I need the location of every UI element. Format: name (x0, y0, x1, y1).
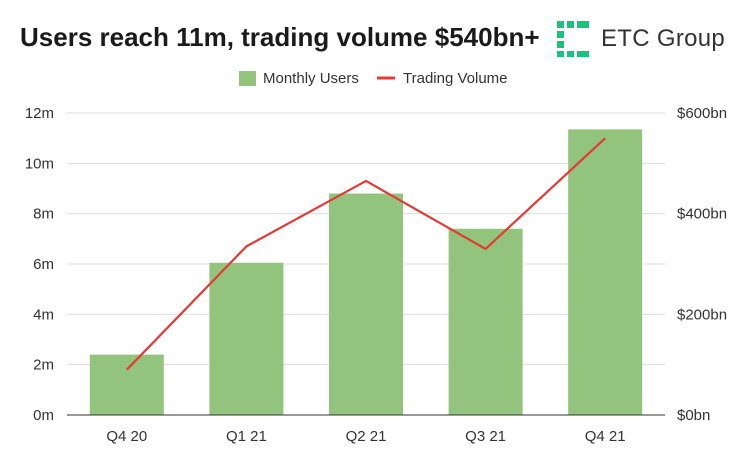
x-tick-label: Q1 21 (226, 428, 267, 445)
legend: Monthly Users Trading Volume (239, 70, 508, 87)
bar (568, 129, 643, 415)
bar (89, 354, 164, 415)
x-tick-label: Q2 21 (346, 428, 387, 445)
x-tick-label: Q3 21 (465, 428, 506, 445)
etc-group-logo: ETC Group (555, 16, 725, 62)
etc-logo-icon (557, 21, 589, 57)
right-axis: $0bn $200bn $400bn $600bn (677, 105, 727, 424)
logo-block (557, 21, 564, 28)
right-tick-label: $400bn (677, 206, 727, 223)
right-tick-label: $0bn (677, 407, 710, 424)
right-tick-label: $200bn (677, 306, 727, 323)
left-tick-label: 0m (33, 407, 54, 424)
left-tick-label: 6m (33, 256, 54, 273)
right-tick-label: $600bn (677, 105, 727, 122)
legend-label: Monthly Users (263, 70, 359, 87)
bar-series (89, 129, 643, 415)
trading-volume-line (126, 137, 606, 371)
left-tick-label: 12m (25, 105, 54, 122)
x-tick-label: Q4 20 (106, 428, 147, 445)
bar (329, 193, 403, 415)
left-axis: 0m 2m 4m 6m 8m 10m 12m (25, 105, 54, 424)
logo-block (583, 51, 589, 57)
logo-block (567, 51, 574, 57)
left-tick-label: 2m (33, 357, 54, 374)
left-tick-label: 4m (33, 306, 54, 323)
x-axis-labels: Q4 20 Q1 21 Q2 21 Q3 21 Q4 21 (106, 428, 625, 445)
bar (448, 228, 523, 415)
line-series (126, 137, 606, 371)
logo-block (557, 51, 564, 57)
logo-text: ETC Group (601, 25, 726, 52)
chart-title: Users reach 11m, trading volume $540bn+ (20, 22, 540, 52)
logo-block (577, 51, 584, 57)
legend-label: Trading Volume (403, 70, 508, 87)
bar (209, 262, 284, 415)
left-tick-label: 8m (33, 206, 54, 223)
logo-block (567, 21, 574, 28)
logo-block (583, 21, 589, 28)
logo-block (557, 31, 564, 38)
legend-swatch-bar (239, 71, 256, 86)
x-tick-label: Q4 21 (585, 428, 626, 445)
logo-block (577, 21, 584, 28)
logo-block (557, 41, 564, 48)
left-tick-label: 10m (25, 155, 54, 172)
